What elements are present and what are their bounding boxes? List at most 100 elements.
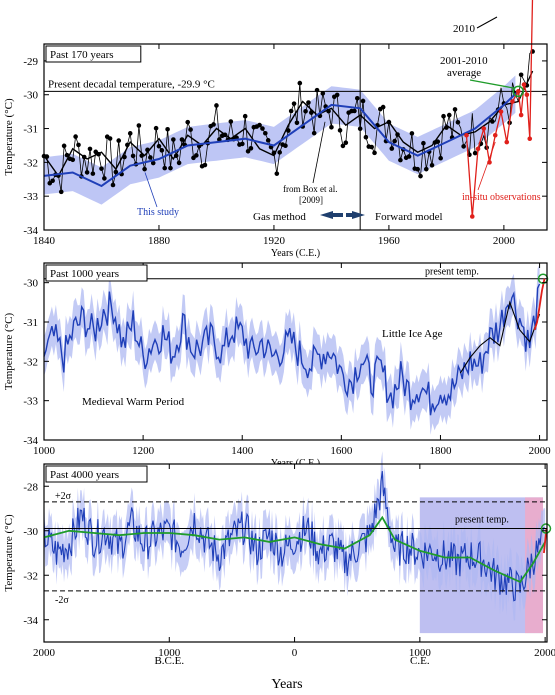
panel-3-axes: -34 -32 -30 -28 2000 1000 0 1000 2000 Temperature… xyxy=(3,463,555,659)
panel-label-box xyxy=(45,45,142,63)
box-data-point xyxy=(202,162,208,168)
box-data-point xyxy=(245,148,251,154)
y-tick-label: -32 xyxy=(23,157,38,169)
box-data-point xyxy=(257,122,262,128)
in-situ-point xyxy=(464,133,469,138)
box-data-point xyxy=(329,124,334,130)
in-situ-point xyxy=(510,99,515,104)
y-tick-label: -32 xyxy=(23,356,38,368)
box-data-point xyxy=(162,165,168,171)
box-data-point xyxy=(288,108,294,114)
box-data-point xyxy=(165,126,170,132)
box-data-point xyxy=(334,92,340,98)
box-data-point xyxy=(102,176,107,181)
box-data-point xyxy=(406,154,412,159)
box-data-point xyxy=(372,150,377,156)
y-tick-label: -33 xyxy=(23,396,38,408)
in-situ-point xyxy=(521,82,527,87)
box-data-point xyxy=(421,140,426,146)
x-tick-label: 1400 xyxy=(231,445,254,457)
box-data-point xyxy=(240,141,245,147)
in-situ-point xyxy=(504,139,510,145)
box-data-point xyxy=(343,140,349,145)
box-data-point xyxy=(185,119,191,125)
x-tick-label: 1840 xyxy=(33,235,56,247)
box-data-point xyxy=(188,127,193,132)
y-tick-label: -30 xyxy=(23,90,38,102)
x-tick-label: 2000 xyxy=(529,445,552,457)
box-data-point xyxy=(90,171,96,176)
box-data-point xyxy=(84,170,90,175)
box-data-point xyxy=(194,153,199,158)
x-tick-label: 1000 xyxy=(33,445,56,457)
y-tick-label: -32 xyxy=(23,570,38,582)
box-data-point xyxy=(357,126,363,132)
box-data-point xyxy=(277,150,282,155)
box-data-point xyxy=(352,108,357,114)
x-tick-label: 1920 xyxy=(263,235,286,247)
box-data-point xyxy=(274,171,280,176)
y-tick-label: -34 xyxy=(23,615,38,627)
x-tick-label: 2000 xyxy=(33,647,56,659)
this-study-line xyxy=(43,471,546,602)
box-data-point xyxy=(265,138,271,143)
panel-label-box xyxy=(45,465,148,483)
in-situ-point xyxy=(518,112,524,118)
box-data-point xyxy=(99,166,104,171)
in-situ-line xyxy=(533,278,546,331)
y-tick-label: -30 xyxy=(23,278,38,290)
y-tick-label: -33 xyxy=(23,191,38,203)
x-axis-label: Years (C.E.) xyxy=(271,248,320,259)
panel-3: present temp. +2σ -2σ B.C.E. C.E. xyxy=(43,451,552,667)
box-data-point xyxy=(380,104,386,110)
in-situ-point xyxy=(481,126,487,131)
this-study-uncertainty-band xyxy=(44,451,546,621)
box-data-point xyxy=(107,136,113,141)
box-data-point xyxy=(171,137,176,142)
box-data-point xyxy=(392,138,397,144)
annotation-average: average xyxy=(447,67,481,79)
box-data-point xyxy=(297,80,303,86)
box-data-point xyxy=(70,157,76,163)
box-data-point xyxy=(294,120,300,126)
box-data-point xyxy=(398,157,403,163)
box-data-point xyxy=(418,173,423,179)
plus-2-sigma-label: +2σ xyxy=(55,491,72,502)
box-data-point xyxy=(136,123,142,128)
box-data-point xyxy=(369,144,374,150)
box-data-point xyxy=(409,131,415,136)
decadal-average-marker xyxy=(512,85,525,98)
panel-1-axes: -34 -33 -32 -31 -30 -29 1840 1880 1920 1960 2000 Te… xyxy=(3,43,548,259)
box-data-point xyxy=(61,143,67,149)
box-data-point xyxy=(446,112,452,118)
box-data-point xyxy=(248,146,254,151)
annotation-this-study: This study xyxy=(137,207,179,218)
box-data-point xyxy=(438,155,443,161)
y-tick-label: -34 xyxy=(23,435,38,447)
present-temperature-label: present temp. xyxy=(425,267,479,278)
box-data-point xyxy=(211,122,216,127)
panel-2-frame xyxy=(43,262,548,441)
box-data-point xyxy=(286,128,291,133)
present-temperature-label: Present decadal temperature, -29.9 °C xyxy=(48,78,215,90)
this-study-line xyxy=(43,90,519,188)
in-situ-point xyxy=(475,146,481,152)
box-smoothed-line xyxy=(43,70,534,178)
box-data-point xyxy=(87,146,93,152)
box-data-point xyxy=(127,131,133,136)
x-tick-label: 1800 xyxy=(429,445,452,457)
annotation-medieval-warm-period: Medieval Warm Period xyxy=(82,396,185,408)
panel-label-text: Past 170 years xyxy=(50,49,114,61)
box-data-point xyxy=(76,142,81,148)
box-data-point xyxy=(389,146,395,151)
box-data-point xyxy=(283,143,288,149)
y-axis-label: Temperature (°C) xyxy=(3,98,15,176)
present-temperature-label: present temp. xyxy=(455,515,509,526)
x-tick-label: 2000 xyxy=(534,647,555,659)
box-data-point xyxy=(116,138,122,143)
x-tick-label: 1000 xyxy=(409,647,432,659)
box-data-point xyxy=(148,155,153,160)
era-label-ce: C.E. xyxy=(410,655,430,667)
x-tick-label: 0 xyxy=(292,647,298,659)
box-data-point xyxy=(228,119,234,124)
